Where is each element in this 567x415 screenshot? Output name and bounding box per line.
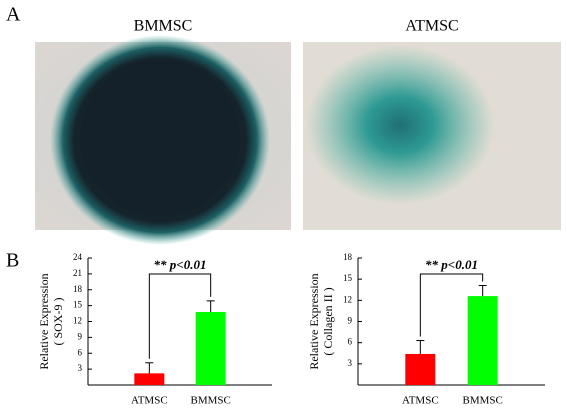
charts: Relative Expression( SOX-9 )369121518212… bbox=[37, 252, 545, 407]
y-tick-label: 9 bbox=[78, 331, 83, 341]
y-tick-label: 3 bbox=[348, 358, 353, 368]
y-tick-label: 15 bbox=[73, 300, 83, 310]
micrograph bbox=[303, 42, 561, 230]
x-tick-label: BMMSC bbox=[190, 395, 230, 407]
y-tick-label: 18 bbox=[73, 284, 83, 294]
y-tick-label: 9 bbox=[348, 316, 353, 326]
annotation: ** p<0.01 bbox=[425, 257, 478, 272]
image-label: ATMSC bbox=[405, 18, 458, 35]
y-tick-label: 3 bbox=[78, 363, 83, 373]
y-tick-label: 24 bbox=[73, 252, 83, 262]
y-axis-label: ( Collagen II ) bbox=[321, 287, 335, 355]
bar bbox=[467, 296, 498, 385]
y-tick-label: 15 bbox=[343, 273, 353, 283]
y-tick-label: 21 bbox=[73, 268, 82, 278]
panel-label: A bbox=[6, 4, 21, 26]
significance-bracket bbox=[148, 273, 212, 359]
y-tick-label: 18 bbox=[343, 252, 353, 262]
x-tick-label: BMMSC bbox=[462, 395, 502, 407]
y-axis-label: Relative Expression bbox=[307, 273, 321, 369]
y-tick-label: 6 bbox=[348, 337, 353, 347]
x-tick-label: ATMSC bbox=[131, 395, 168, 407]
image-label: BMMSC bbox=[134, 18, 193, 35]
panel-label: B bbox=[6, 250, 19, 272]
y-tick-label: 6 bbox=[78, 347, 83, 357]
bar bbox=[134, 373, 165, 385]
y-axis-label: ( SOX-9 ) bbox=[51, 298, 65, 346]
bar bbox=[405, 353, 436, 385]
micrograph bbox=[35, 35, 291, 245]
y-tick-label: 12 bbox=[73, 316, 82, 326]
y-axis-label: Relative Expression bbox=[37, 273, 51, 369]
bar bbox=[195, 311, 226, 385]
annotation: ** p<0.01 bbox=[154, 257, 207, 272]
y-tick-label: 12 bbox=[343, 294, 352, 304]
x-tick-label: ATMSC bbox=[402, 395, 439, 407]
significance-bracket bbox=[419, 273, 484, 337]
